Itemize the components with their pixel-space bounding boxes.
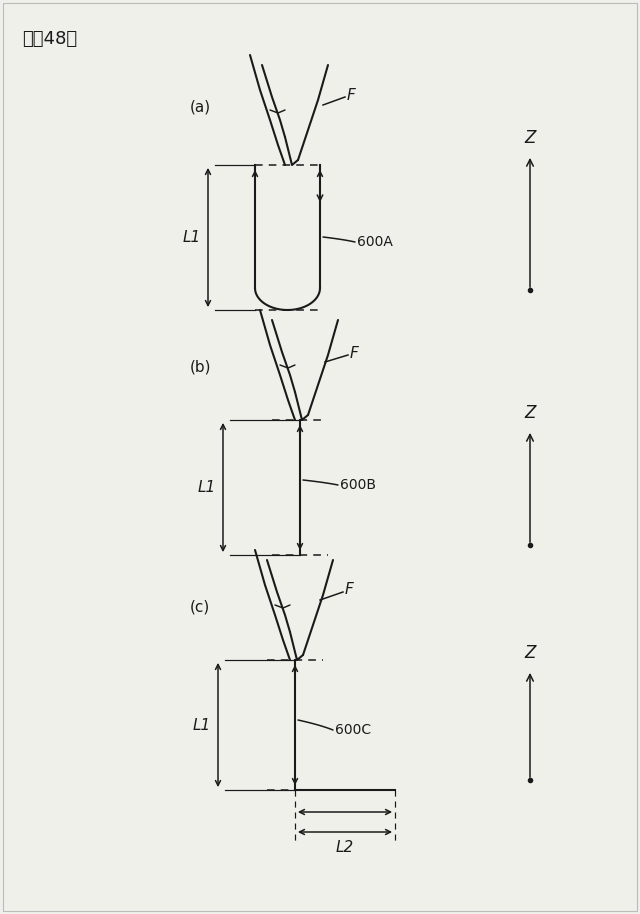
Text: 600B: 600B	[340, 478, 376, 492]
Text: L1: L1	[193, 717, 211, 732]
Text: L1: L1	[183, 230, 201, 245]
Text: L2: L2	[336, 839, 354, 855]
Text: 600C: 600C	[335, 723, 371, 737]
Text: (b): (b)	[190, 360, 211, 375]
Text: Z: Z	[524, 404, 536, 422]
Text: (c): (c)	[190, 600, 211, 615]
Text: (a): (a)	[190, 100, 211, 115]
Text: F: F	[345, 582, 354, 598]
Text: 【図48】: 【図48】	[22, 30, 77, 48]
Text: Z: Z	[524, 644, 536, 662]
Text: F: F	[347, 88, 356, 102]
Text: 600A: 600A	[357, 235, 393, 249]
Text: L1: L1	[198, 480, 216, 495]
Text: Z: Z	[524, 129, 536, 147]
Text: F: F	[350, 345, 359, 360]
